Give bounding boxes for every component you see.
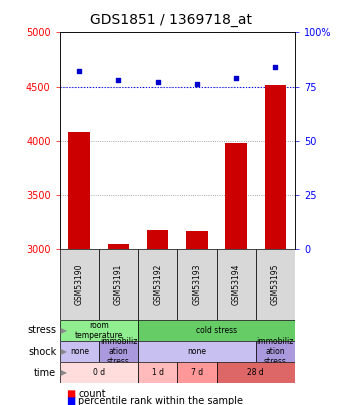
Text: cold stress: cold stress bbox=[196, 326, 237, 335]
Text: none: none bbox=[70, 347, 89, 356]
Bar bbox=[177, 362, 217, 383]
Bar bbox=[138, 320, 295, 341]
Text: GSM53190: GSM53190 bbox=[75, 264, 84, 305]
Text: ■: ■ bbox=[66, 389, 76, 399]
Text: stress: stress bbox=[27, 326, 56, 335]
Bar bbox=[138, 362, 177, 383]
Bar bbox=[217, 362, 295, 383]
Text: room
temperature: room temperature bbox=[75, 321, 123, 340]
Point bbox=[194, 81, 199, 87]
Bar bbox=[256, 341, 295, 362]
Text: 28 d: 28 d bbox=[247, 368, 264, 377]
Bar bbox=[256, 249, 295, 320]
Text: GSM53192: GSM53192 bbox=[153, 264, 162, 305]
Bar bbox=[177, 249, 217, 320]
Point bbox=[272, 64, 278, 70]
Point bbox=[116, 77, 121, 83]
Text: GDS1851 / 1369718_at: GDS1851 / 1369718_at bbox=[89, 13, 252, 27]
Bar bbox=[186, 231, 208, 249]
Text: 7 d: 7 d bbox=[191, 368, 203, 377]
Text: ▶: ▶ bbox=[58, 326, 67, 335]
Bar bbox=[217, 249, 256, 320]
Text: none: none bbox=[188, 347, 206, 356]
Text: 1 d: 1 d bbox=[152, 368, 164, 377]
Text: ■: ■ bbox=[66, 396, 76, 405]
Bar bbox=[225, 143, 247, 249]
Text: GSM53194: GSM53194 bbox=[232, 264, 241, 305]
Bar bbox=[60, 362, 138, 383]
Bar bbox=[60, 320, 138, 341]
Bar bbox=[60, 341, 99, 362]
Point bbox=[233, 75, 239, 81]
Bar bbox=[60, 249, 99, 320]
Bar bbox=[138, 341, 256, 362]
Text: ▶: ▶ bbox=[58, 347, 67, 356]
Bar bbox=[99, 341, 138, 362]
Bar bbox=[99, 249, 138, 320]
Text: 0 d: 0 d bbox=[93, 368, 105, 377]
Text: GSM53193: GSM53193 bbox=[192, 264, 202, 305]
Text: immobiliz
ation
stress: immobiliz ation stress bbox=[100, 337, 137, 366]
Text: immobiliz
ation
stress: immobiliz ation stress bbox=[257, 337, 294, 366]
Text: GSM53195: GSM53195 bbox=[271, 264, 280, 305]
Bar bbox=[138, 249, 177, 320]
Point bbox=[155, 79, 160, 85]
Point bbox=[76, 68, 82, 75]
Bar bbox=[69, 132, 90, 249]
Text: shock: shock bbox=[28, 347, 56, 356]
Bar bbox=[265, 85, 286, 249]
Text: count: count bbox=[78, 389, 106, 399]
Bar bbox=[108, 244, 129, 249]
Text: time: time bbox=[34, 368, 56, 377]
Text: GSM53191: GSM53191 bbox=[114, 264, 123, 305]
Text: ▶: ▶ bbox=[58, 368, 67, 377]
Text: percentile rank within the sample: percentile rank within the sample bbox=[78, 396, 243, 405]
Bar bbox=[147, 230, 168, 249]
